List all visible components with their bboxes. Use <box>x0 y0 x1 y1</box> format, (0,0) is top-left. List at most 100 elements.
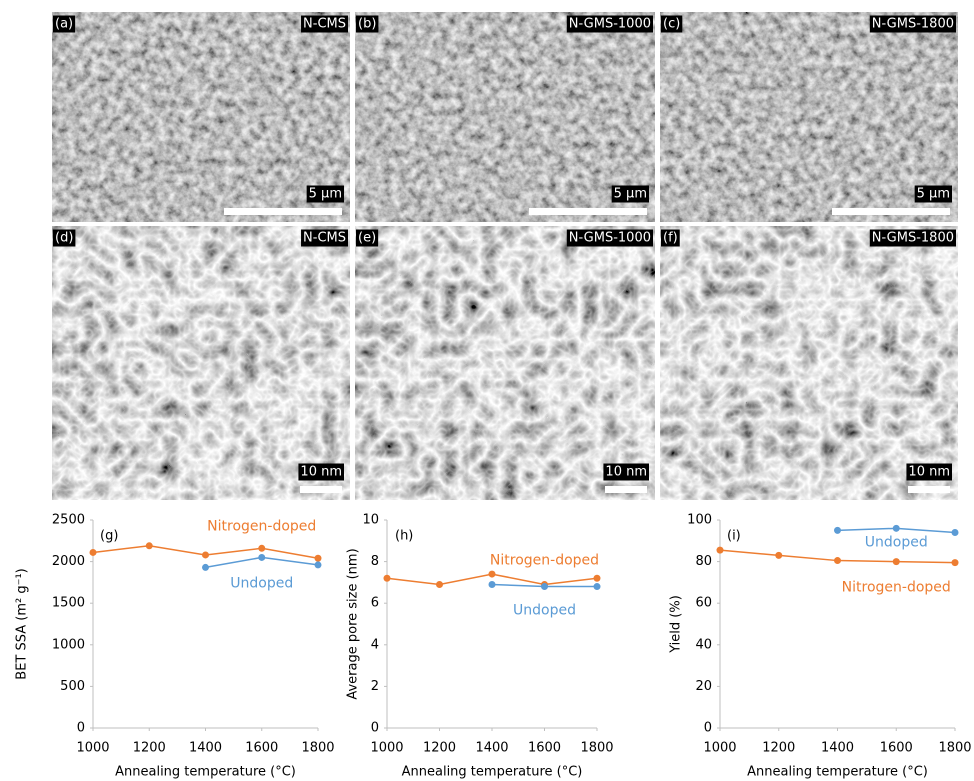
y-tick-label: 1500 <box>52 596 85 611</box>
panel-tag: (e) <box>358 231 376 246</box>
tem-image <box>52 226 350 500</box>
data-point <box>90 549 97 556</box>
sem-image <box>660 12 958 222</box>
x-tick-label: 1800 <box>938 741 971 756</box>
scale-label: 10 nm <box>605 465 647 480</box>
data-point <box>146 542 153 549</box>
data-point <box>258 554 265 561</box>
data-point <box>952 559 959 566</box>
data-point <box>202 564 209 571</box>
y-tick-label: 4 <box>371 637 379 652</box>
sem-image <box>355 12 655 222</box>
y-tick-label: 0 <box>371 721 379 736</box>
x-tick-label: 1600 <box>245 741 278 756</box>
series-label: Undoped <box>865 534 928 550</box>
data-point <box>834 557 841 564</box>
x-tick-label: 1200 <box>762 741 795 756</box>
x-tick-label: 1600 <box>528 741 561 756</box>
y-tick-label: 80 <box>695 554 712 569</box>
x-axis-label: Annealing temperature (°C) <box>747 765 928 780</box>
data-point <box>315 555 322 562</box>
y-tick-label: 100 <box>687 513 712 528</box>
scale-bar <box>224 208 342 215</box>
y-tick-label: 2 <box>371 679 379 694</box>
data-point <box>436 581 443 588</box>
panel-label: N-CMS <box>303 231 346 246</box>
y-tick-label: 40 <box>695 637 712 652</box>
data-point <box>315 561 322 568</box>
y-tick-label: 10 <box>362 513 379 528</box>
x-tick-label: 1600 <box>880 741 913 756</box>
data-point <box>594 583 601 590</box>
x-tick-label: 1200 <box>423 741 456 756</box>
y-tick-label: 8 <box>371 554 379 569</box>
scale-bar <box>605 486 647 493</box>
panel-label: N-GMS-1000 <box>569 231 651 246</box>
x-tick-label: 1000 <box>76 741 109 756</box>
data-point <box>489 581 496 588</box>
data-point <box>717 547 724 554</box>
y-axis-label: Yield (%) <box>669 595 684 654</box>
chart-tag: (i) <box>727 529 741 544</box>
y-tick-label: 6 <box>371 596 379 611</box>
tem-image <box>355 226 655 500</box>
scale-label: 5 µm <box>309 187 342 202</box>
scale-bar <box>300 486 342 493</box>
y-tick-label: 2500 <box>52 513 85 528</box>
panel-tag: (a) <box>55 17 73 32</box>
x-tick-label: 1400 <box>821 741 854 756</box>
data-point <box>952 529 959 536</box>
scale-label: 10 nm <box>300 465 342 480</box>
figure: (a) N-CMS 5 µm (b) N-GMS-1000 5 µm (c) N-GMS-18… <box>0 0 974 781</box>
data-point <box>258 545 265 552</box>
tem-image <box>660 226 958 500</box>
x-tick-label: 1400 <box>475 741 508 756</box>
data-point <box>202 551 209 558</box>
sem-image <box>52 12 350 222</box>
scale-label: 5 µm <box>614 187 647 202</box>
series-label: Nitrogen-doped <box>842 580 951 596</box>
series-label: Nitrogen-doped <box>490 552 599 568</box>
x-tick-label: 1000 <box>703 741 736 756</box>
data-point <box>384 575 391 582</box>
panel-tag: (d) <box>55 231 73 246</box>
panel-label: N-GMS-1800 <box>872 17 954 32</box>
x-tick-label: 1200 <box>133 741 166 756</box>
data-point <box>489 571 496 578</box>
x-tick-label: 1000 <box>370 741 403 756</box>
data-point <box>834 527 841 534</box>
x-tick-label: 1800 <box>580 741 613 756</box>
scale-label: 5 µm <box>917 187 950 202</box>
scale-label: 10 nm <box>908 465 950 480</box>
y-tick-label: 500 <box>60 679 85 694</box>
data-point <box>541 583 548 590</box>
series-label: Nitrogen-doped <box>207 518 316 534</box>
x-tick-label: 1800 <box>301 741 334 756</box>
panel-tag: (b) <box>358 17 376 32</box>
chart-tag: (g) <box>100 529 118 544</box>
panel-label: N-GMS-1800 <box>872 231 954 246</box>
series-label: Undoped <box>513 603 576 619</box>
scale-bar <box>832 208 950 215</box>
x-tick-label: 1400 <box>189 741 222 756</box>
x-axis-label: Annealing temperature (°C) <box>115 765 296 780</box>
y-tick-label: 60 <box>695 596 712 611</box>
y-tick-label: 2000 <box>52 554 85 569</box>
data-point <box>775 552 782 559</box>
scale-bar <box>529 208 647 215</box>
y-axis-label: Average pore size (nm) <box>346 548 361 699</box>
panel-label: N-GMS-1000 <box>569 17 651 32</box>
panel-tag: (f) <box>663 231 678 246</box>
panel-label: N-CMS <box>303 17 346 32</box>
y-tick-label: 0 <box>77 721 85 736</box>
y-tick-label: 20 <box>695 679 712 694</box>
scale-bar <box>908 486 950 493</box>
x-axis-label: Annealing temperature (°C) <box>402 765 583 780</box>
chart-tag: (h) <box>395 529 413 544</box>
y-tick-label: 1000 <box>52 637 85 652</box>
data-point <box>893 525 900 532</box>
panel-tag: (c) <box>663 17 680 32</box>
y-axis-label: BET SSA (m² g⁻¹) <box>15 568 30 679</box>
y-tick-label: 0 <box>704 721 712 736</box>
data-point <box>594 575 601 582</box>
